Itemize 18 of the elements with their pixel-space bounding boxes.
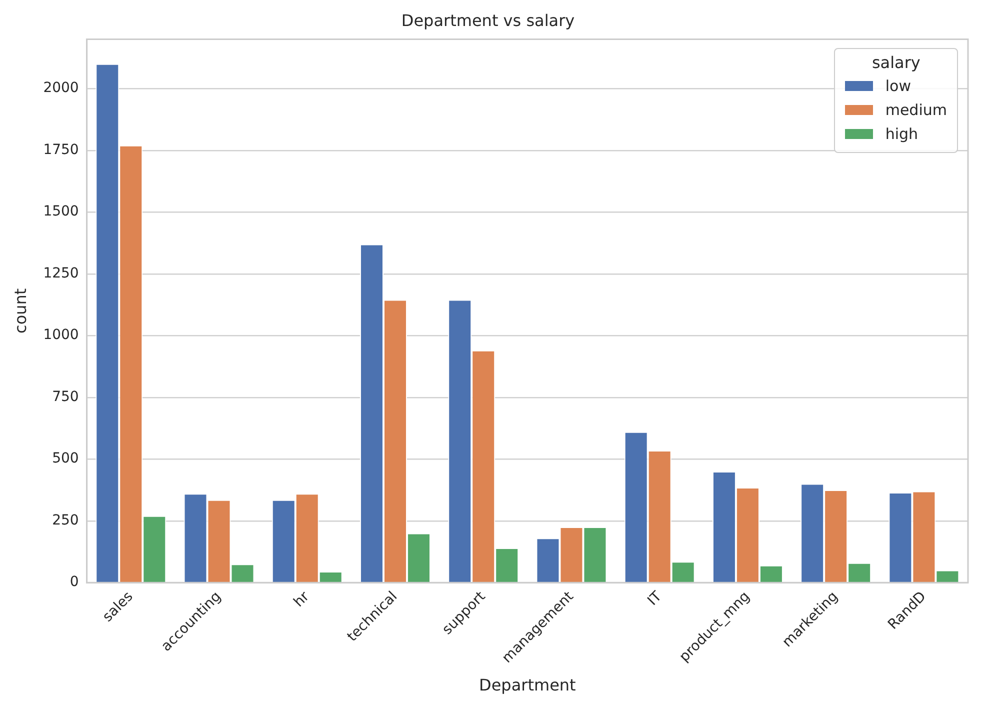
- y-tick-label: 1500: [43, 204, 79, 220]
- legend-label: medium: [885, 100, 947, 121]
- x-tick-label: IT: [644, 588, 666, 609]
- y-axis-title: count: [10, 288, 30, 334]
- legend-title: salary: [870, 53, 922, 72]
- x-tick-label: hr: [290, 588, 313, 610]
- legend-label: high: [885, 124, 918, 145]
- y-tick-label: 2000: [43, 80, 79, 96]
- y-tick-label: 500: [52, 450, 79, 467]
- y-tick-label: 1000: [43, 327, 79, 344]
- y-tick-label: 750: [52, 388, 79, 405]
- chart-title: Department vs salary: [401, 10, 575, 30]
- legend-label: low: [885, 76, 911, 97]
- x-axis-title: Department: [479, 676, 576, 695]
- y-tick-label: 1250: [43, 265, 79, 282]
- y-tick-label: 0: [70, 574, 79, 590]
- y-tick-label: 250: [52, 512, 79, 528]
- y-tick-label: 1750: [43, 142, 79, 158]
